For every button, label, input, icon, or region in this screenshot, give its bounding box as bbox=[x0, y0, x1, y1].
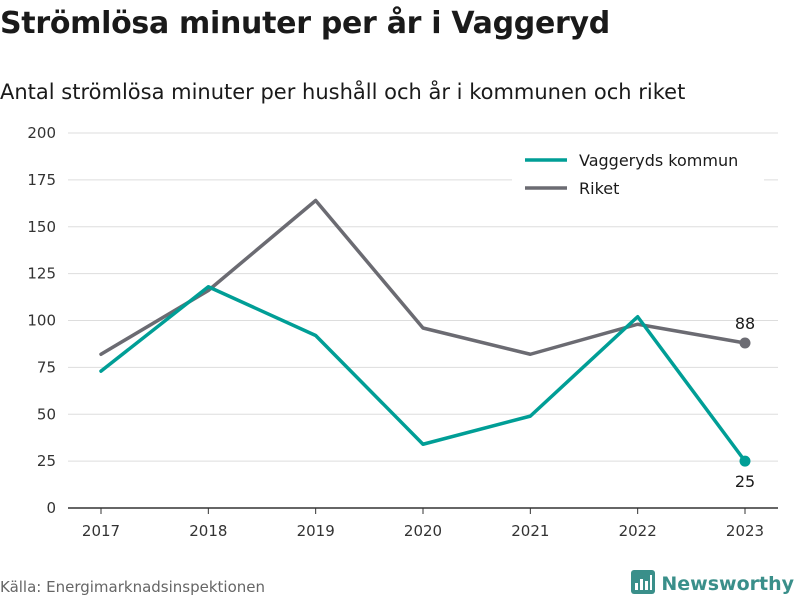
series-line-riket bbox=[99, 198, 747, 356]
y-tick-label: 0 bbox=[46, 499, 56, 517]
y-tick-label: 50 bbox=[37, 405, 56, 423]
newsworthy-logo-icon bbox=[631, 570, 656, 598]
source-note: Källa: Energimarknadsinspektionen bbox=[0, 578, 266, 596]
x-tick-label: 2023 bbox=[726, 522, 764, 540]
x-tick-label: 2020 bbox=[404, 522, 442, 540]
series-end-label: 25 bbox=[735, 472, 755, 491]
y-tick-label: 175 bbox=[27, 171, 56, 189]
x-tick-label: 2021 bbox=[511, 522, 549, 540]
legend: Vaggeryds kommun Riket bbox=[512, 144, 764, 206]
series-lines: 88 25 bbox=[99, 198, 755, 491]
y-tick-label: 100 bbox=[27, 312, 56, 330]
series-end-label: 88 bbox=[735, 314, 755, 333]
legend-label: Vaggeryds kommun bbox=[579, 151, 738, 170]
x-tick-label: 2022 bbox=[619, 522, 657, 540]
x-axis: 2017 2018 2019 2020 2021 2022 2023 bbox=[68, 507, 778, 540]
x-tick-label: 2017 bbox=[82, 522, 120, 540]
series-line-vaggeryd bbox=[99, 285, 747, 463]
y-tick-label: 125 bbox=[27, 265, 56, 283]
brand-logo[interactable]: Newsworthy bbox=[631, 570, 794, 598]
y-tick-label: 150 bbox=[27, 218, 56, 236]
brand-name: Newsworthy bbox=[661, 573, 794, 595]
y-axis-ticks: 0 25 50 75 100 125 150 175 200 bbox=[27, 124, 56, 517]
chart-title: Strömlösa minuter per år i Vaggeryd bbox=[0, 6, 610, 41]
legend-label: Riket bbox=[579, 179, 619, 198]
series-end-point bbox=[739, 337, 751, 349]
x-tick-label: 2019 bbox=[297, 522, 335, 540]
series-end-point bbox=[739, 455, 751, 467]
y-tick-label: 75 bbox=[37, 358, 56, 376]
y-tick-label: 25 bbox=[37, 452, 56, 470]
legend-background bbox=[512, 144, 764, 206]
y-tick-label: 200 bbox=[27, 124, 56, 142]
x-tick-label: 2018 bbox=[189, 522, 227, 540]
chart-subtitle: Antal strömlösa minuter per hushåll och … bbox=[0, 80, 686, 104]
